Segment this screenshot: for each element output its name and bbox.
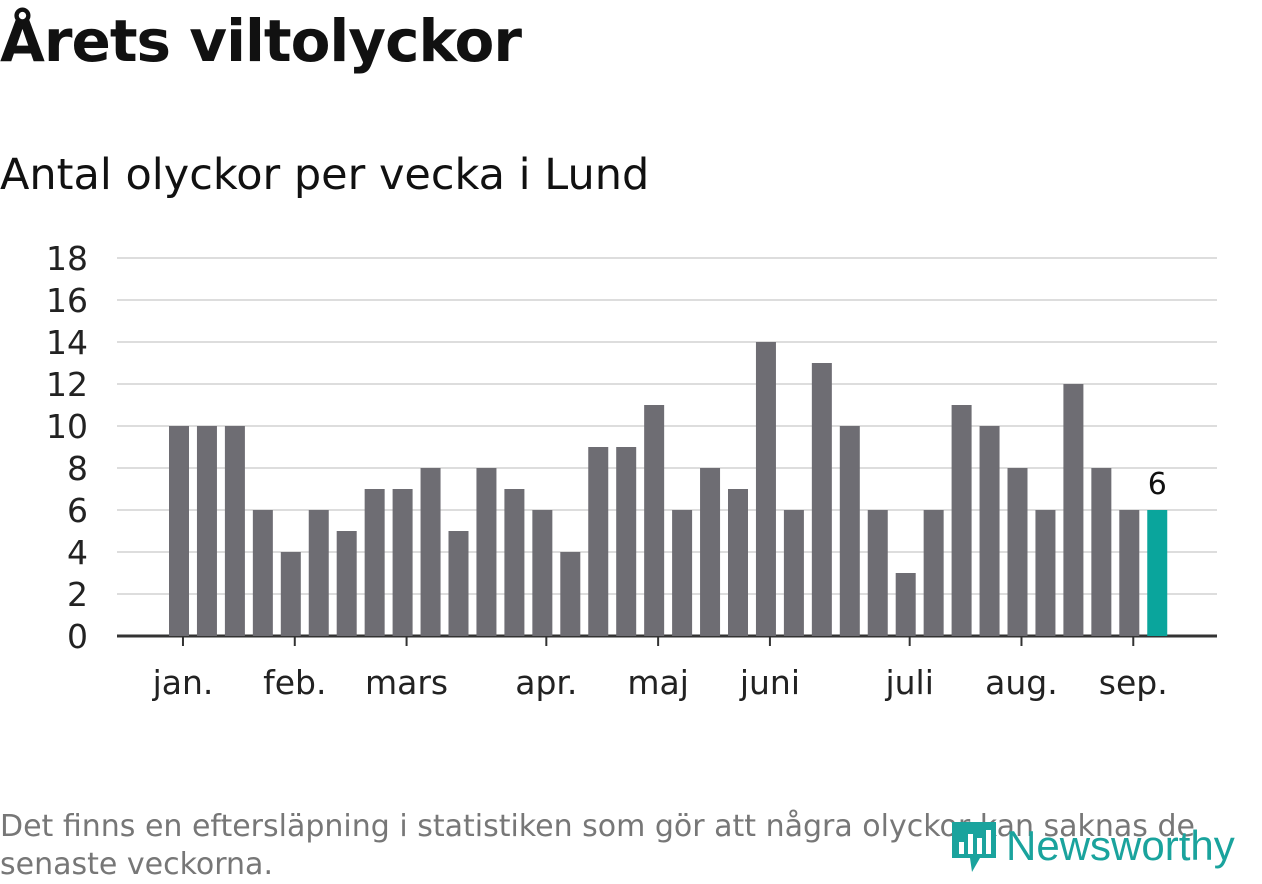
newsworthy-logo: Newsworthy	[950, 818, 1235, 874]
bar-week-2	[196, 426, 217, 636]
y-tick-label-16: 16	[46, 281, 88, 320]
bar-week-4	[252, 510, 273, 636]
y-tick-label-8: 8	[67, 449, 88, 488]
data-labels: 6	[1148, 467, 1167, 502]
bar-week-20	[700, 468, 721, 636]
bar-week-35	[1119, 510, 1140, 636]
y-tick-label-10: 10	[46, 407, 88, 446]
bars	[169, 342, 1168, 636]
y-tick-label-12: 12	[46, 365, 88, 404]
x-tick-label-feb.: feb.	[263, 663, 326, 702]
x-tick-marks	[181, 636, 1135, 646]
y-tick-label-6: 6	[67, 491, 88, 530]
y-tick-label-0: 0	[67, 617, 88, 656]
x-tick-label-juli: juli	[884, 663, 933, 702]
x-tick-label-mars: mars	[365, 663, 448, 702]
x-tick-label-sep.: sep.	[1099, 663, 1168, 702]
bar-week-7	[336, 531, 357, 636]
y-tick-label-14: 14	[46, 323, 88, 362]
bar-week-32	[1035, 510, 1056, 636]
x-tick-label-apr.: apr.	[515, 663, 577, 702]
bar-week-31	[1007, 468, 1028, 636]
bar-week-36	[1147, 510, 1168, 636]
y-tick-label-2: 2	[67, 575, 88, 614]
x-tick-label-aug.: aug.	[985, 663, 1058, 702]
bar-week-29	[951, 405, 972, 636]
bar-week-1	[169, 426, 189, 636]
bar-week-30	[979, 426, 1000, 636]
grid-lines	[117, 257, 1217, 638]
bar-week-27	[895, 573, 916, 636]
bar-week-25	[839, 426, 860, 636]
bar-week-11	[448, 531, 469, 636]
bar-week-5	[280, 552, 301, 636]
y-tick-label-4: 4	[67, 533, 88, 572]
y-tick-label-18: 18	[46, 239, 88, 278]
x-tick-label-maj: maj	[627, 663, 689, 702]
chart-subtitle: Antal olyckor per vecka i Lund	[0, 150, 650, 200]
bar-week-3	[224, 426, 245, 636]
bar-week-21	[728, 489, 748, 636]
bar-week-28	[923, 510, 944, 636]
bar-week-34	[1091, 468, 1112, 636]
bar-week-17	[616, 447, 637, 636]
x-tick-label-jan.: jan.	[152, 663, 214, 702]
bar-week-24	[811, 363, 832, 636]
bar-week-18	[644, 405, 665, 636]
x-tick-labels: jan. feb. mars apr. maj juni juli aug. sep.	[152, 663, 1168, 702]
bar-week-10	[420, 468, 441, 636]
bar-week-22	[755, 342, 776, 636]
data-label-highlight: 6	[1148, 467, 1167, 502]
bar-week-6	[308, 510, 329, 636]
bar-week-26	[867, 510, 888, 636]
x-tick-label-juni: juni	[739, 663, 800, 702]
bar-week-33	[1063, 384, 1084, 636]
bar-week-15	[560, 552, 581, 636]
chart-title: Årets viltolyckor	[0, 7, 522, 75]
bar-week-12	[476, 468, 497, 636]
bar-week-8	[364, 489, 385, 636]
logo-text: Newsworthy	[1006, 822, 1235, 869]
bar-week-9	[392, 489, 413, 636]
newsworthy-logo-icon	[952, 822, 996, 872]
bar-week-13	[504, 489, 525, 636]
bar-week-23	[783, 510, 804, 636]
bar-week-14	[532, 510, 553, 636]
bar-week-19	[672, 510, 693, 636]
bar-week-16	[588, 447, 609, 636]
